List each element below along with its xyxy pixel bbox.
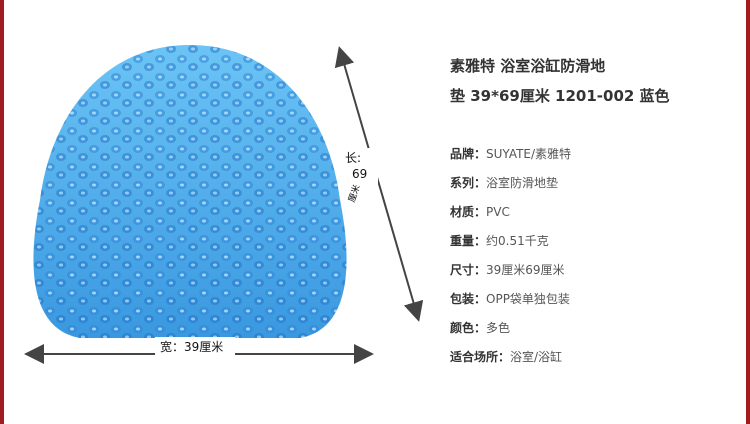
- spec-value: OPP袋单独包装: [486, 292, 570, 306]
- spec-value: 浴室防滑地垫: [486, 175, 558, 190]
- spec-value: PVC: [486, 205, 510, 219]
- spec-label: 品牌：: [450, 146, 486, 161]
- length-label-bg: [340, 148, 378, 198]
- spec-label: 重量：: [450, 233, 486, 248]
- spec-value: 浴室/浴缸: [510, 349, 562, 364]
- length-label: 长:: [345, 151, 361, 165]
- spec-label: 适合场所：: [450, 349, 510, 364]
- spec-value: SUYATE/素雅特: [486, 146, 571, 161]
- title-line: 素雅特 浴室浴缸防滑地: [450, 57, 605, 75]
- title-line: 垫 39*69厘米 1201-002 蓝色: [450, 87, 670, 105]
- spec-label: 材质：: [449, 204, 486, 219]
- bath-mat: [33, 45, 347, 338]
- width-label: 宽：39厘米: [160, 339, 223, 354]
- spec-value: 约0.51千克: [486, 233, 549, 248]
- length-arrow: [334, 46, 424, 322]
- spec-label: 包装：: [449, 291, 486, 306]
- left-border: [0, 0, 4, 424]
- spec-value: 多色: [486, 321, 510, 335]
- spec-label: 尺寸：: [450, 262, 486, 277]
- right-border: [746, 0, 750, 424]
- spec-label: 颜色：: [450, 320, 486, 335]
- spec-value: 39厘米69厘米: [486, 263, 565, 277]
- width-label-bg: [155, 337, 235, 355]
- spec-label: 系列：: [450, 175, 486, 190]
- length-value: 69: [352, 167, 367, 181]
